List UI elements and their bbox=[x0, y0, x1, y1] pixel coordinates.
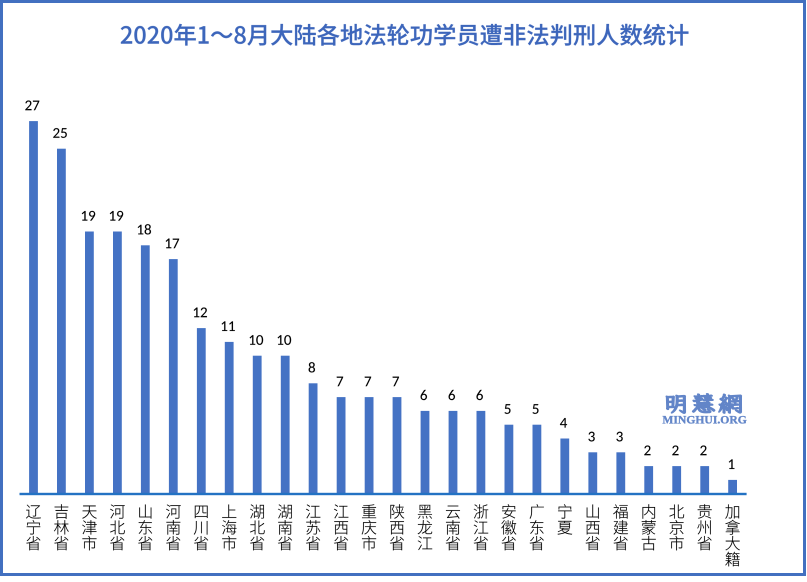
svg-text:MINGHUI.ORG: MINGHUI.ORG bbox=[662, 414, 746, 427]
